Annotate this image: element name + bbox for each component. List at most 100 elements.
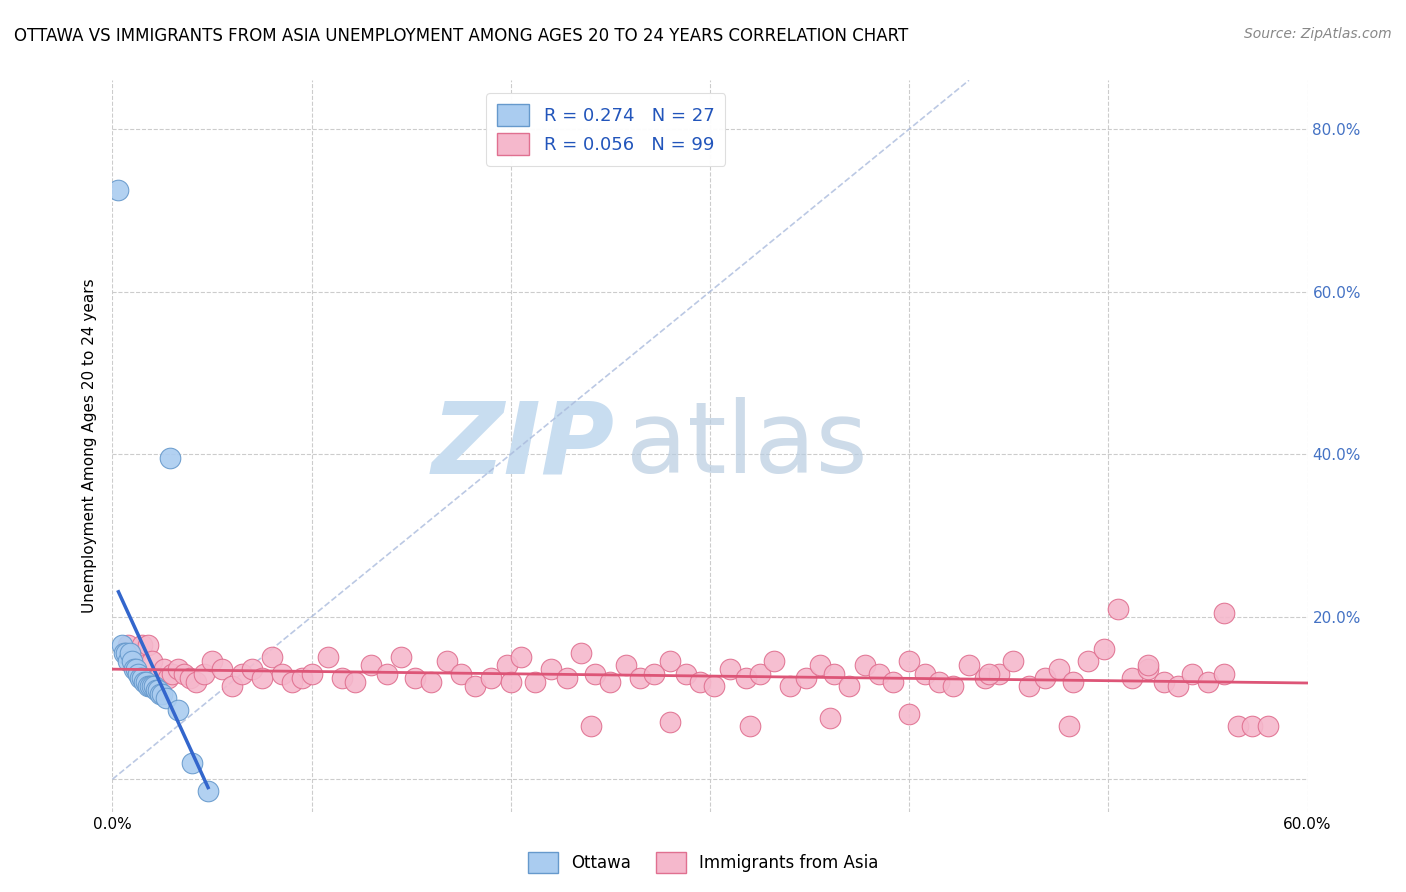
Point xyxy=(718,663,741,677)
Point xyxy=(167,703,190,717)
Point xyxy=(316,650,339,665)
Point xyxy=(420,674,443,689)
Point xyxy=(197,784,219,798)
Point xyxy=(1077,654,1099,668)
Point xyxy=(1240,719,1263,733)
Point xyxy=(1226,719,1249,733)
Point xyxy=(1107,601,1129,615)
Point xyxy=(479,671,502,685)
Point xyxy=(855,658,877,673)
Point xyxy=(141,679,163,693)
Point xyxy=(957,658,980,673)
Text: OTTAWA VS IMMIGRANTS FROM ASIA UNEMPLOYMENT AMONG AGES 20 TO 24 YEARS CORRELATIO: OTTAWA VS IMMIGRANTS FROM ASIA UNEMPLOYM… xyxy=(14,27,908,45)
Point xyxy=(148,682,170,697)
Point xyxy=(599,674,621,689)
Point xyxy=(1167,679,1189,693)
Point xyxy=(496,658,519,673)
Point xyxy=(1197,674,1219,689)
Point xyxy=(1213,606,1236,620)
Point xyxy=(748,666,770,681)
Point xyxy=(377,666,399,681)
Point xyxy=(155,690,177,705)
Point xyxy=(179,671,201,685)
Point xyxy=(173,666,195,681)
Point xyxy=(139,679,162,693)
Point xyxy=(231,666,253,681)
Point xyxy=(114,646,135,660)
Point xyxy=(344,674,367,689)
Point xyxy=(148,671,170,685)
Point xyxy=(762,654,785,668)
Point xyxy=(291,671,314,685)
Point xyxy=(301,666,323,681)
Point xyxy=(145,682,167,697)
Point xyxy=(1018,679,1040,693)
Point xyxy=(583,666,606,681)
Point xyxy=(138,679,160,693)
Point xyxy=(153,663,176,677)
Point xyxy=(134,674,156,689)
Y-axis label: Unemployment Among Ages 20 to 24 years: Unemployment Among Ages 20 to 24 years xyxy=(82,278,97,614)
Point xyxy=(260,650,283,665)
Point xyxy=(270,666,292,681)
Point xyxy=(464,679,486,693)
Point xyxy=(1257,719,1279,733)
Point xyxy=(794,671,817,685)
Point xyxy=(1213,666,1236,681)
Point xyxy=(509,650,531,665)
Point xyxy=(121,654,143,668)
Legend: R = 0.274   N = 27, R = 0.056   N = 99: R = 0.274 N = 27, R = 0.056 N = 99 xyxy=(486,93,725,166)
Point xyxy=(111,638,134,652)
Point xyxy=(977,666,1000,681)
Point xyxy=(159,451,181,466)
Point xyxy=(555,671,578,685)
Point xyxy=(1181,666,1204,681)
Point xyxy=(1033,671,1056,685)
Point xyxy=(143,679,166,693)
Point xyxy=(404,671,426,685)
Point xyxy=(181,756,204,770)
Point xyxy=(157,671,180,685)
Point xyxy=(540,663,562,677)
Point xyxy=(193,666,215,681)
Point xyxy=(942,679,965,693)
Point xyxy=(818,711,841,725)
Point xyxy=(107,183,129,197)
Point xyxy=(974,671,997,685)
Point xyxy=(882,674,904,689)
Point xyxy=(823,666,845,681)
Point xyxy=(928,674,950,689)
Point xyxy=(868,666,890,681)
Point xyxy=(129,671,152,685)
Point xyxy=(987,666,1010,681)
Point xyxy=(898,654,921,668)
Point xyxy=(360,658,382,673)
Point xyxy=(250,671,273,685)
Point xyxy=(1137,663,1160,677)
Point xyxy=(1094,642,1116,657)
Point xyxy=(1121,671,1143,685)
Point xyxy=(735,671,758,685)
Point xyxy=(703,679,725,693)
Point xyxy=(1062,674,1084,689)
Point xyxy=(779,679,801,693)
Point xyxy=(738,719,761,733)
Point xyxy=(131,638,153,652)
Point xyxy=(659,715,682,730)
Point xyxy=(1001,654,1024,668)
Point xyxy=(201,654,224,668)
Point xyxy=(628,671,651,685)
Point xyxy=(141,654,163,668)
Point xyxy=(675,666,697,681)
Point xyxy=(149,687,172,701)
Point xyxy=(135,674,157,689)
Point xyxy=(186,674,208,689)
Text: atlas: atlas xyxy=(627,398,868,494)
Point xyxy=(281,674,304,689)
Point xyxy=(914,666,936,681)
Point xyxy=(125,646,148,660)
Text: ZIP: ZIP xyxy=(432,398,614,494)
Point xyxy=(499,674,522,689)
Point xyxy=(138,638,160,652)
Point xyxy=(117,654,139,668)
